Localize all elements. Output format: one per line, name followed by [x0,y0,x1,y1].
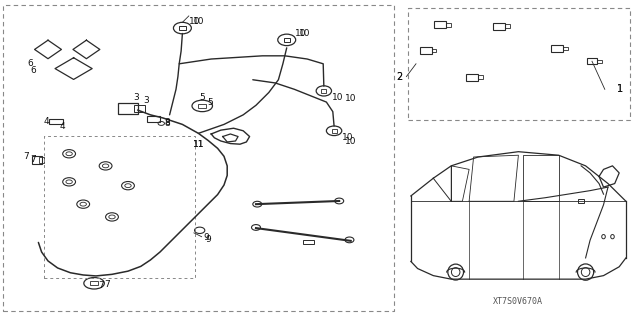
Bar [134,105,145,112]
Text: XT7S0V670A: XT7S0V670A [493,297,543,306]
Bar [284,38,290,42]
Bar [90,281,98,285]
Bar [505,24,510,28]
Text: 10: 10 [345,94,356,103]
Bar [49,119,63,124]
Text: 2: 2 [396,71,403,82]
Bar [39,157,44,163]
Text: 7: 7 [99,281,104,290]
Bar [493,23,505,30]
Text: 10: 10 [295,29,307,38]
Bar [563,47,568,50]
Bar [32,156,42,164]
Bar [579,199,584,203]
Text: 6: 6 [28,59,33,68]
Text: 5: 5 [207,98,212,107]
Text: 8: 8 [165,119,170,128]
Text: 10: 10 [193,17,204,26]
Text: 7: 7 [23,152,28,161]
Bar [332,129,337,133]
Bar [198,104,206,108]
Text: 9: 9 [204,233,209,242]
Text: 9: 9 [205,235,211,244]
Text: 5: 5 [200,93,205,102]
Bar [118,103,138,114]
Text: 7: 7 [105,280,110,289]
Text: 10: 10 [332,93,344,102]
Text: 3: 3 [143,96,148,105]
Bar [587,58,597,64]
Text: 2: 2 [396,71,403,82]
Bar [467,74,478,81]
Text: 11: 11 [193,140,204,149]
Bar [435,21,446,28]
Bar [147,116,160,122]
Text: 10: 10 [189,17,201,26]
Text: 1: 1 [616,84,623,94]
Bar [597,60,602,63]
Bar [431,48,436,52]
Text: 8: 8 [165,118,170,127]
Text: 10: 10 [342,133,353,142]
Bar [446,23,451,27]
Bar [420,47,431,54]
Bar [478,75,483,79]
Text: 11: 11 [193,140,204,149]
Bar [179,26,186,30]
Text: 1: 1 [616,84,623,94]
Text: 7: 7 [31,155,36,164]
Bar [303,240,314,244]
Text: 3: 3 [134,93,139,102]
Bar [551,45,563,52]
Text: 4: 4 [60,122,65,130]
Text: 10: 10 [299,29,310,38]
Text: 4: 4 [44,117,49,126]
Bar [321,89,326,93]
Text: 6: 6 [31,66,36,75]
Text: 10: 10 [345,137,356,146]
